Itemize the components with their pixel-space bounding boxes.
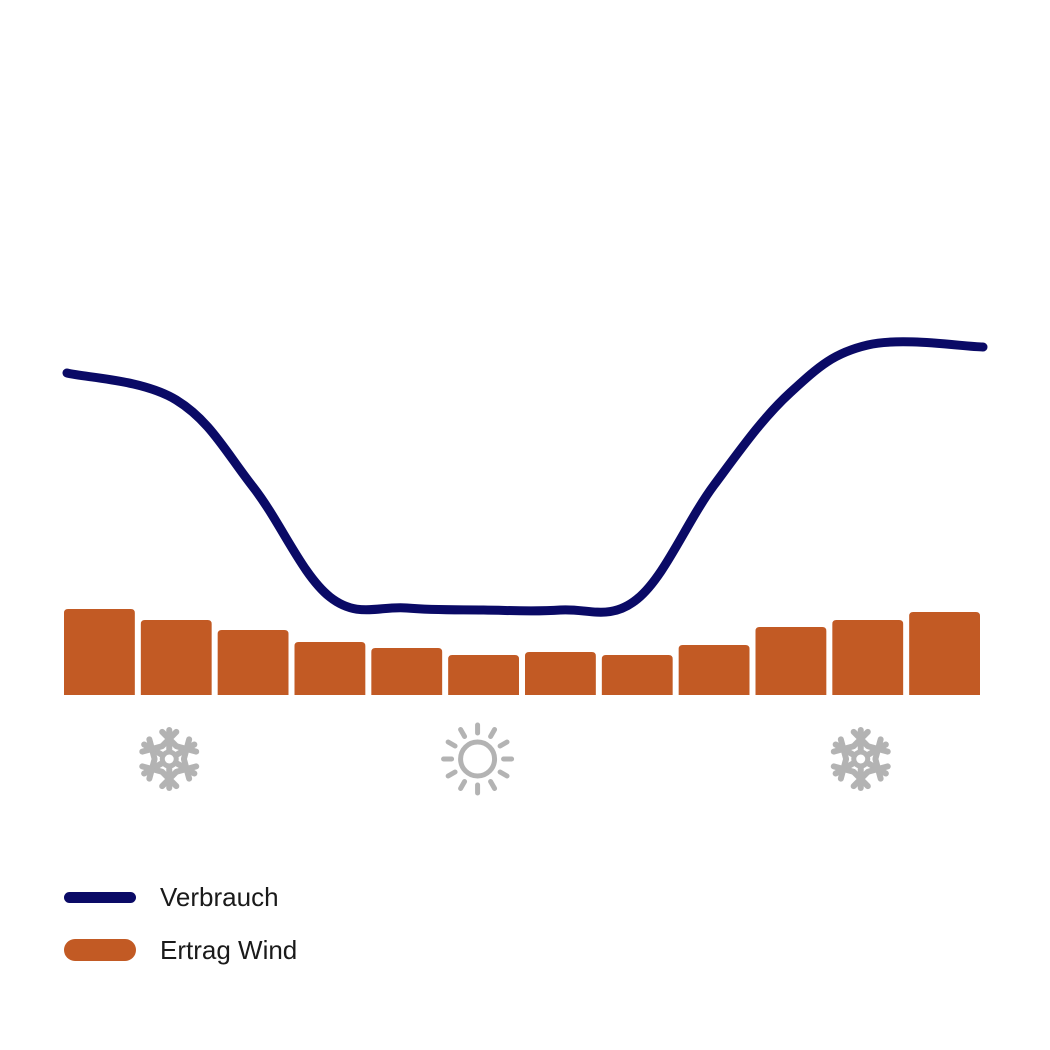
legend-swatch-verbrauch — [64, 891, 136, 903]
bar-5 — [371, 648, 443, 695]
bar-9 — [678, 645, 750, 695]
line-group — [62, 337, 988, 617]
bar-1 — [64, 609, 135, 695]
bar-7 — [525, 652, 596, 695]
legend-item-ertrag-wind: Ertrag Wind — [64, 930, 464, 970]
bar-4 — [294, 642, 366, 695]
legend-swatch-ertrag-wind — [64, 939, 136, 961]
bar-3 — [217, 630, 289, 695]
season-icons-group — [139, 722, 891, 796]
bar-12 — [909, 612, 980, 695]
snowflake-icon — [830, 727, 891, 791]
legend-label-ertrag-wind: Ertrag Wind — [160, 934, 298, 965]
series-line-verbrauch — [62, 337, 988, 617]
bar-2 — [140, 620, 212, 695]
bar-11 — [832, 620, 904, 695]
sun-icon — [441, 722, 515, 796]
legend-item-verbrauch: Verbrauch — [64, 877, 464, 917]
bar-10 — [755, 627, 827, 695]
snowflake-icon — [139, 727, 200, 791]
bar-6 — [448, 655, 519, 695]
legend-label-verbrauch: Verbrauch — [160, 881, 279, 912]
bars-group — [64, 609, 980, 695]
bar-8 — [601, 655, 673, 695]
